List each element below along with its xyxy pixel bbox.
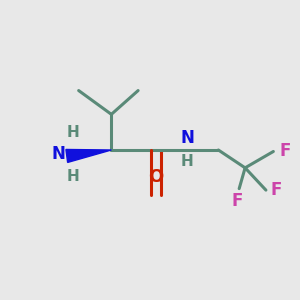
- Text: F: F: [232, 192, 243, 210]
- Text: H: H: [181, 154, 194, 169]
- Text: N: N: [180, 129, 194, 147]
- Text: O: O: [148, 168, 164, 186]
- Text: N: N: [51, 145, 65, 163]
- Text: F: F: [270, 181, 282, 199]
- Text: H: H: [66, 169, 79, 184]
- Polygon shape: [66, 149, 111, 162]
- Text: H: H: [66, 124, 79, 140]
- Text: F: F: [279, 142, 291, 160]
